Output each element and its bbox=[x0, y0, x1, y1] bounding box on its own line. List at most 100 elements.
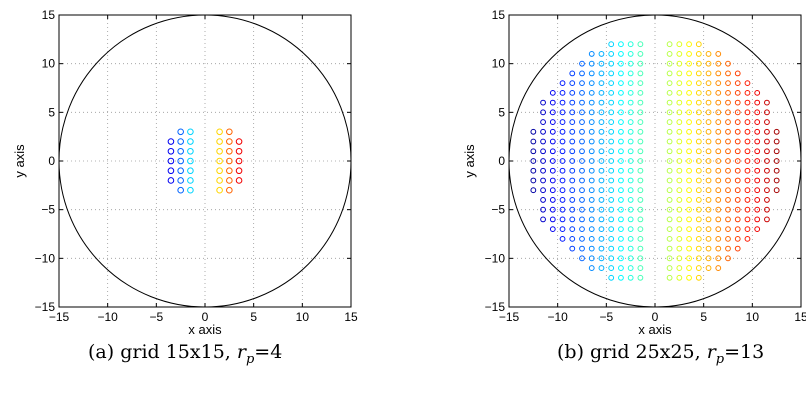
data-point bbox=[734, 148, 741, 155]
data-point bbox=[627, 206, 634, 213]
data-point bbox=[618, 177, 624, 184]
data-point bbox=[598, 265, 605, 271]
data-point bbox=[608, 265, 615, 271]
data-point bbox=[705, 206, 712, 213]
data-point bbox=[734, 128, 741, 135]
data-point bbox=[666, 167, 673, 174]
data-point bbox=[676, 128, 683, 135]
data-point bbox=[676, 119, 683, 125]
data-point bbox=[695, 99, 702, 106]
x-tick-label: −15 bbox=[499, 310, 520, 324]
data-point bbox=[569, 206, 576, 213]
data-point bbox=[637, 216, 644, 223]
data-point bbox=[734, 80, 741, 87]
data-point bbox=[744, 138, 751, 145]
data-point bbox=[744, 235, 751, 242]
caption-b-var: r bbox=[706, 341, 716, 363]
data-point bbox=[734, 158, 741, 164]
data-point bbox=[627, 245, 634, 252]
data-point bbox=[695, 226, 702, 233]
data-point bbox=[598, 206, 605, 213]
data-point bbox=[588, 226, 595, 233]
data-point bbox=[695, 177, 702, 184]
y-tick-label: 5 bbox=[48, 105, 55, 119]
data-point bbox=[705, 197, 712, 203]
data-point bbox=[754, 119, 761, 125]
data-point bbox=[226, 128, 233, 136]
data-point bbox=[569, 216, 576, 223]
data-point bbox=[676, 138, 683, 145]
data-point bbox=[216, 186, 223, 194]
data-point bbox=[618, 70, 624, 77]
data-point bbox=[618, 89, 624, 96]
data-point bbox=[167, 157, 175, 165]
data-point bbox=[177, 138, 184, 145]
x-tick-label: −5 bbox=[599, 310, 613, 324]
data-point bbox=[588, 255, 595, 262]
data-point bbox=[637, 41, 644, 48]
data-point bbox=[666, 197, 673, 203]
data-point bbox=[637, 158, 644, 164]
caption-b-sub: p bbox=[715, 351, 725, 367]
data-point bbox=[705, 99, 712, 106]
data-point bbox=[705, 138, 712, 145]
data-point bbox=[579, 99, 585, 106]
data-point bbox=[686, 60, 692, 67]
data-point bbox=[695, 41, 702, 48]
data-point bbox=[637, 206, 644, 213]
data-point bbox=[618, 128, 624, 135]
data-point bbox=[167, 177, 175, 184]
data-point bbox=[705, 109, 712, 116]
data-point bbox=[569, 128, 576, 135]
data-point bbox=[559, 109, 566, 116]
data-point bbox=[530, 148, 537, 155]
data-point bbox=[627, 177, 634, 184]
data-point bbox=[569, 89, 576, 96]
data-point bbox=[686, 245, 692, 252]
data-point bbox=[695, 187, 702, 194]
data-point bbox=[637, 128, 644, 135]
data-point bbox=[598, 177, 605, 184]
data-point bbox=[734, 216, 741, 223]
data-point bbox=[637, 138, 644, 145]
data-point bbox=[695, 197, 702, 203]
data-point bbox=[676, 158, 683, 164]
data-point bbox=[608, 167, 615, 174]
data-point bbox=[705, 235, 712, 242]
data-point bbox=[627, 80, 634, 87]
data-point bbox=[695, 138, 702, 145]
data-point bbox=[676, 245, 683, 252]
data-point bbox=[705, 60, 712, 67]
data-point bbox=[695, 158, 702, 164]
data-point bbox=[754, 206, 761, 213]
data-point bbox=[579, 70, 585, 77]
data-point bbox=[549, 89, 556, 96]
data-point bbox=[216, 177, 223, 184]
data-point bbox=[588, 245, 595, 252]
data-point bbox=[734, 89, 741, 96]
data-point bbox=[187, 128, 194, 136]
x-tick-label: 15 bbox=[344, 310, 358, 324]
data-point bbox=[559, 89, 566, 96]
data-point bbox=[579, 226, 585, 233]
data-point bbox=[637, 197, 644, 203]
data-point bbox=[187, 186, 194, 194]
data-point bbox=[608, 226, 615, 233]
data-point bbox=[734, 99, 741, 106]
data-point bbox=[540, 128, 546, 135]
data-point bbox=[764, 119, 770, 125]
data-point bbox=[773, 158, 780, 164]
data-point bbox=[666, 255, 673, 262]
data-point bbox=[216, 167, 223, 175]
data-point bbox=[666, 245, 673, 252]
data-point bbox=[686, 70, 692, 77]
data-point bbox=[725, 128, 731, 135]
data-point bbox=[627, 138, 634, 145]
data-point bbox=[598, 197, 605, 203]
data-point bbox=[588, 70, 595, 77]
data-point bbox=[579, 80, 585, 87]
data-point bbox=[187, 177, 194, 184]
data-point bbox=[598, 245, 605, 252]
data-point bbox=[725, 80, 731, 87]
data-point bbox=[579, 235, 585, 242]
